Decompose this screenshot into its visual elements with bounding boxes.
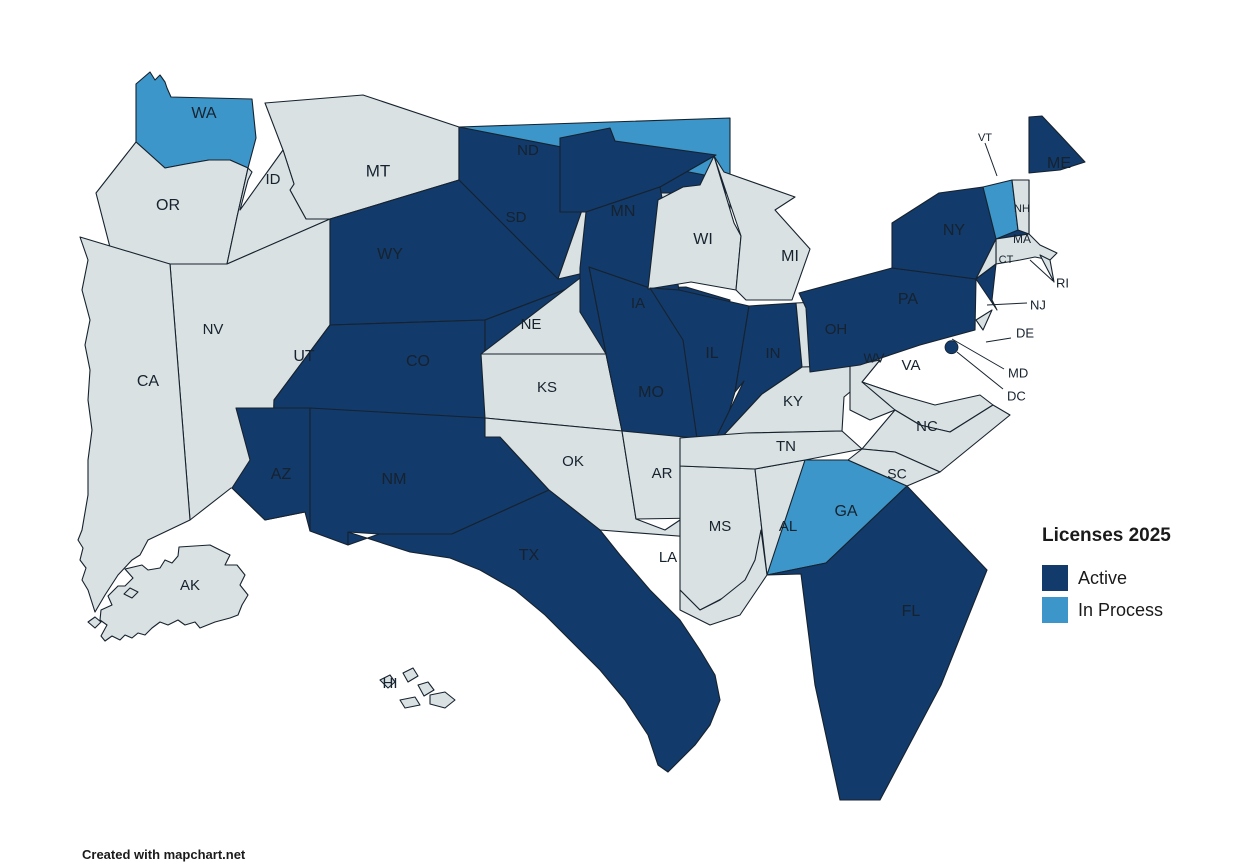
svg-text:NM: NM: [382, 471, 407, 488]
svg-text:OR: OR: [156, 197, 180, 214]
svg-text:KS: KS: [537, 379, 557, 396]
svg-text:HI: HI: [383, 675, 398, 692]
svg-text:NH: NH: [1014, 203, 1030, 215]
svg-text:ND: ND: [517, 142, 539, 159]
svg-text:UT: UT: [293, 348, 315, 365]
svg-text:LA: LA: [659, 549, 677, 566]
svg-text:NY: NY: [943, 222, 966, 239]
svg-text:FL: FL: [902, 603, 921, 620]
svg-text:ME: ME: [1047, 155, 1071, 172]
svg-text:AR: AR: [652, 465, 673, 482]
svg-text:AK: AK: [180, 577, 200, 594]
svg-text:MS: MS: [709, 518, 732, 535]
svg-text:KY: KY: [783, 393, 803, 410]
svg-text:IL: IL: [705, 345, 718, 362]
svg-text:MO: MO: [638, 384, 664, 401]
svg-text:GA: GA: [834, 503, 857, 520]
svg-text:NJ: NJ: [1030, 297, 1046, 312]
svg-text:MD: MD: [1008, 365, 1028, 380]
svg-text:NE: NE: [521, 316, 542, 333]
svg-text:PA: PA: [898, 291, 918, 308]
svg-text:VT: VT: [978, 132, 992, 144]
svg-text:MA: MA: [1013, 232, 1031, 246]
svg-text:WI: WI: [693, 231, 713, 248]
svg-text:DC: DC: [1007, 388, 1026, 403]
svg-text:SC: SC: [887, 466, 906, 482]
svg-text:OH: OH: [825, 321, 848, 338]
svg-text:CO: CO: [406, 353, 430, 370]
svg-text:WA: WA: [191, 105, 217, 122]
svg-text:CA: CA: [137, 373, 160, 390]
svg-text:IN: IN: [766, 345, 781, 362]
svg-text:CT: CT: [999, 254, 1014, 266]
svg-text:MI: MI: [781, 248, 799, 265]
svg-text:VA: VA: [902, 357, 921, 374]
svg-text:NV: NV: [203, 321, 224, 338]
svg-text:MN: MN: [611, 203, 636, 220]
svg-text:RI: RI: [1056, 275, 1069, 290]
svg-text:ID: ID: [266, 171, 281, 188]
svg-text:WY: WY: [377, 246, 403, 263]
svg-text:IA: IA: [631, 295, 645, 312]
svg-text:NC: NC: [916, 418, 938, 435]
svg-text:TX: TX: [519, 547, 540, 564]
svg-text:DE: DE: [1016, 325, 1034, 340]
svg-text:TN: TN: [776, 438, 796, 455]
svg-text:AZ: AZ: [271, 466, 292, 483]
svg-text:WV: WV: [864, 350, 885, 365]
svg-text:MT: MT: [366, 161, 391, 180]
svg-text:OK: OK: [562, 453, 584, 470]
svg-text:AL: AL: [779, 518, 797, 535]
svg-text:SD: SD: [506, 209, 527, 226]
